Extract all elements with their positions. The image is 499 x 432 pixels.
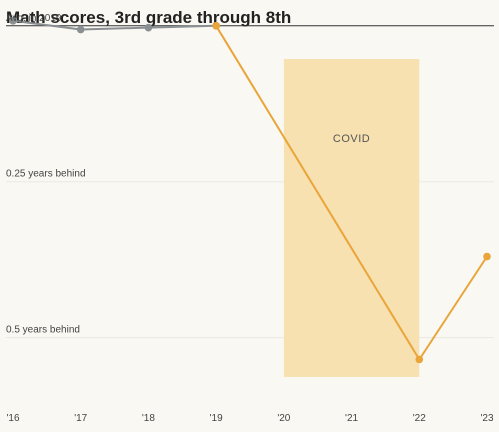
covid-label: COVID bbox=[333, 133, 370, 145]
x-tick-label-2020: '20 bbox=[277, 413, 290, 424]
y-reference-label-2: 0.5 years behind bbox=[6, 325, 80, 336]
data-point-pre-2018 bbox=[144, 23, 153, 32]
y-reference-label-0: Avg. in 2019 bbox=[6, 13, 62, 24]
covid-shaded-region bbox=[283, 59, 420, 377]
x-tick-label-2023: '23 bbox=[480, 413, 493, 424]
data-point-post-2022 bbox=[415, 355, 424, 364]
data-point-pre-2017 bbox=[76, 25, 85, 34]
series-line-pre bbox=[12, 19, 218, 31]
x-tick-label-2021: '21 bbox=[345, 413, 358, 424]
data-point-post-2019 bbox=[212, 21, 220, 30]
y-reference-label-1: 0.25 years behind bbox=[6, 169, 86, 180]
label-layer: Avg. in 2019 0.25 years behind 0.5 years b… bbox=[6, 13, 86, 336]
chart-title: Math scores, 3rd grade through 8th bbox=[6, 8, 292, 27]
x-tick-label-2018: '18 bbox=[142, 413, 155, 424]
data-point-pre-2016 bbox=[9, 16, 17, 25]
grid-layer bbox=[6, 181, 494, 339]
data-point-post-2023 bbox=[483, 252, 491, 261]
x-tick-label-2016: '16 bbox=[6, 413, 19, 424]
x-tick-label-2019: '19 bbox=[210, 413, 223, 424]
x-tick-layer: '16 '17 '18 '19 '20 '21 '22 '23 bbox=[6, 413, 493, 424]
covid-region-layer: COVID bbox=[283, 59, 420, 377]
x-tick-label-2017: '17 bbox=[74, 413, 87, 424]
x-tick-label-2022: '22 bbox=[413, 413, 426, 424]
series-point-layer bbox=[9, 16, 491, 364]
